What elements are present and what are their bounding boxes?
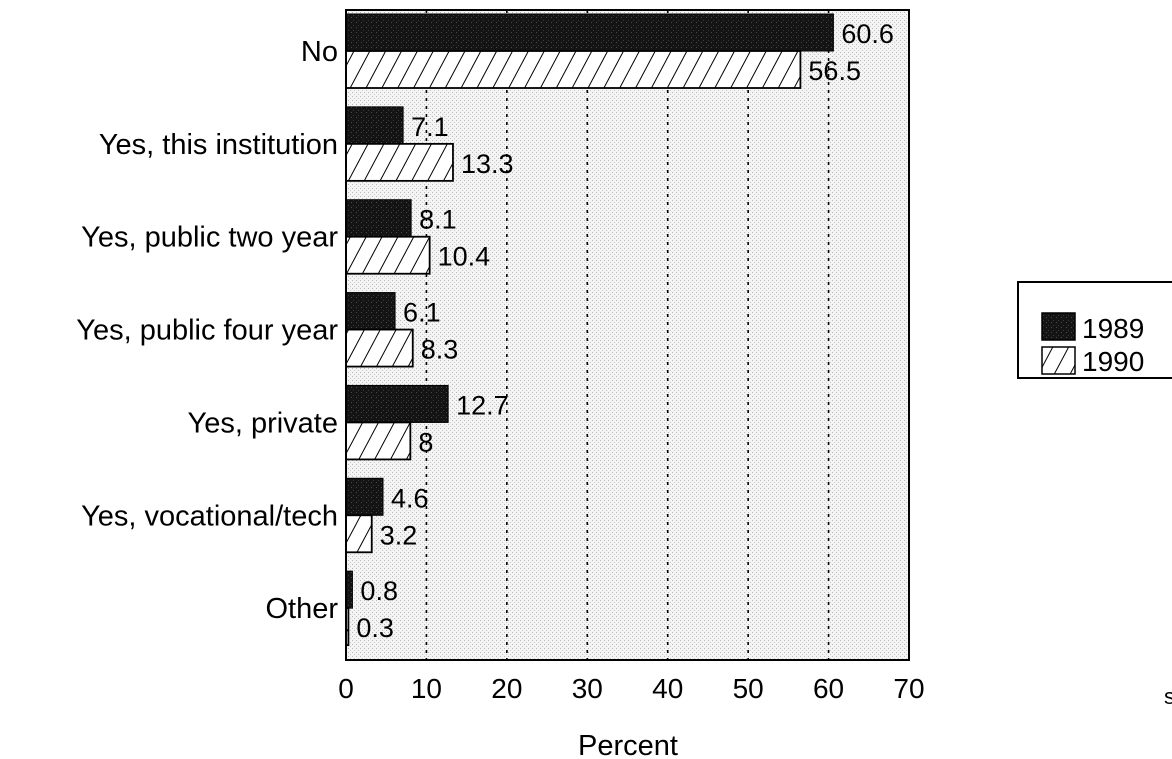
category-labels-group: No Yes, this institution Yes, public two y… [76,36,338,625]
category-label-0: No [301,36,338,68]
edge-text-fragment: s [1164,684,1172,709]
value-label-1990-5: 3.2 [380,520,418,550]
value-label-1989-0: 60.6 [841,19,894,49]
value-label-1990-1: 13.3 [461,149,514,179]
x-tick-label-10: 10 [411,673,442,704]
x-axis-title: Percent [578,730,678,759]
value-label-1990-0: 56.5 [808,56,861,86]
bar-1990-4 [345,421,412,461]
category-label-3: Yes, public four year [76,315,338,347]
bar-1990-1 [345,142,454,182]
plot-background [346,10,909,660]
x-tick-labels-group: 0 10 20 30 40 50 60 70 [338,673,924,704]
value-label-1990-3: 8.3 [421,335,459,365]
value-label-1990-4: 8 [418,427,433,457]
x-tick-label-30: 30 [572,673,603,704]
value-label-1990-2: 10.4 [438,242,491,272]
category-label-4: Yes, private [188,407,338,439]
bars-group [345,13,834,647]
bar-1989-2 [345,199,412,238]
value-label-1989-2: 8.1 [419,205,457,235]
bar-1990-5 [345,514,373,554]
x-tick-label-0: 0 [338,673,354,704]
category-label-1: Yes, this institution [99,129,338,161]
bar-1990-3 [345,328,414,368]
bar-1989-5 [345,477,384,516]
bar-1990-2 [345,235,431,275]
bar-1989-1 [345,106,404,145]
value-label-1989-1: 7.1 [411,112,449,142]
x-tick-label-20: 20 [491,673,522,704]
bar-1989-4 [345,384,449,423]
x-tick-label-70: 70 [893,673,924,704]
value-label-1989-5: 4.6 [391,483,429,513]
legend-swatch-1990 [1041,346,1076,375]
category-label-2: Yes, public two year [81,222,338,254]
bar-1989-3 [345,292,396,331]
value-label-1989-3: 6.1 [403,298,441,328]
value-label-1989-4: 12.7 [456,390,509,420]
value-label-1990-6: 0.3 [356,613,394,643]
category-label-6: Other [265,593,338,625]
x-tick-label-60: 60 [813,673,844,704]
bar-1990-0 [345,50,802,89]
category-label-5: Yes, vocational/tech [81,500,338,532]
value-label-1989-6: 0.8 [360,576,398,606]
x-tick-label-50: 50 [733,673,764,704]
legend-label-1989: 1989 [1082,313,1144,344]
plot-frame [345,9,910,661]
legend: 1989 1990 [1017,281,1172,379]
legend-label-1990: 1990 [1082,346,1144,377]
value-labels-group: 60.6 7.1 8.1 6.1 12.7 4.6 0.8 56.5 13.3 10.4 8.3 8 3… [356,19,894,643]
bar-1989-0 [345,13,834,52]
x-tick-label-40: 40 [652,673,683,704]
legend-swatch-1989 [1041,312,1076,341]
